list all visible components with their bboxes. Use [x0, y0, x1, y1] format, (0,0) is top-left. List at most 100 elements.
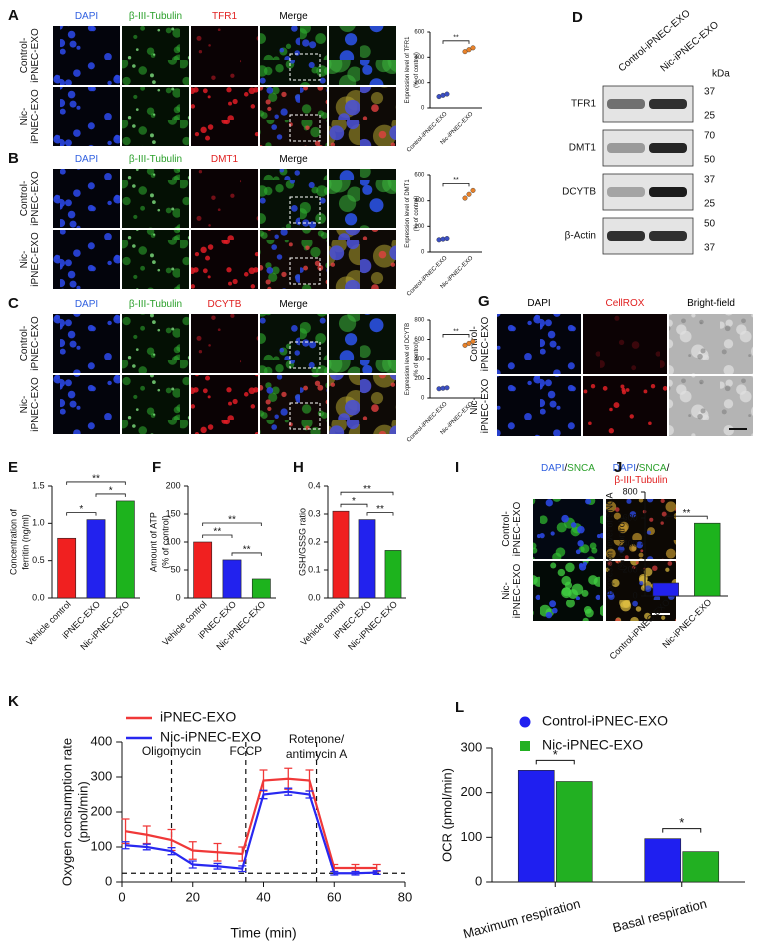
channel-label: CellROX	[606, 298, 645, 309]
bar	[358, 519, 376, 599]
row-label: Nic-	[469, 397, 480, 415]
inset-box	[289, 257, 321, 285]
legend-marker	[519, 716, 531, 728]
micrograph	[583, 376, 667, 436]
micrograph	[329, 375, 396, 434]
micrograph	[191, 26, 258, 85]
y-axis-label: Concentration of	[8, 508, 18, 575]
micrograph	[122, 314, 189, 373]
row-label: iPNEC-EXO	[30, 232, 41, 287]
y-axis-label: ferritin (ng/ml)	[20, 514, 30, 570]
bar	[555, 781, 593, 883]
blot-band	[649, 143, 687, 153]
data-point	[462, 49, 468, 55]
x-tick-label: Maximum respiration	[461, 896, 581, 942]
significance-bracket	[202, 534, 233, 538]
inset-box	[289, 53, 321, 81]
data-point	[444, 91, 450, 97]
channel-label-part: Merge	[279, 299, 308, 310]
data-point	[444, 385, 450, 391]
y-tick-label: 0	[105, 873, 112, 888]
legend-label: Nic-iPNEC-EXO	[160, 729, 261, 745]
row-label: Nic-	[501, 582, 512, 600]
micrograph	[53, 375, 120, 434]
row-label: Nic-	[19, 396, 30, 414]
significance-label: **	[683, 508, 691, 519]
y-tick-label: 300	[90, 768, 112, 783]
channel-label-part: DAPI	[75, 11, 98, 22]
channel-label: β-III-Tubulin	[129, 11, 182, 22]
y-tick-label: 200	[414, 224, 425, 230]
micrograph	[53, 169, 120, 228]
y-tick-label: 0	[633, 590, 638, 600]
micrograph	[260, 375, 327, 434]
row-label: iPNEC-EXO	[512, 564, 523, 619]
data-point	[470, 187, 476, 193]
significance-bracket	[535, 759, 575, 765]
y-tick-label: 200	[90, 803, 112, 818]
bar	[682, 851, 720, 883]
row-label: iPNEC-EXO	[30, 171, 41, 226]
channel-label-part: DAPI	[613, 463, 636, 474]
micrograph	[329, 314, 396, 373]
y-tick-label: 0	[421, 396, 425, 402]
protein-label: DCYTB	[562, 187, 596, 198]
row-label: iPNEC-EXO	[30, 28, 41, 83]
significance-label: *	[79, 504, 83, 515]
channel-label: DAPI	[75, 299, 98, 310]
y-tick-label: 0	[421, 250, 425, 256]
row-label: iPNEC-EXO	[30, 89, 41, 144]
channel-label-part: Merge	[279, 154, 308, 165]
row-label: iPNEC-EXO	[480, 379, 491, 434]
channel-label: Bright-field	[687, 298, 735, 309]
blot-band	[607, 99, 645, 109]
row-label: Control-	[19, 38, 30, 74]
significance-bracket	[340, 503, 368, 508]
channel-label-part: β-III-Tubulin	[129, 299, 182, 310]
channel-label-part: /	[564, 463, 567, 474]
channel-label-part: DCYTB	[208, 299, 242, 310]
micrograph	[533, 499, 603, 559]
protein-label: β-Actin	[565, 231, 596, 242]
significance-bracket	[665, 515, 708, 520]
channel-label-part: DMT1	[211, 154, 239, 165]
kda-marker: 25	[704, 199, 716, 210]
y-axis-label: Expression level of DMT1	[405, 179, 411, 248]
event-label: Rotenone/	[289, 732, 345, 746]
row-label: Control-	[19, 181, 30, 217]
y-tick-label: 400	[414, 55, 425, 61]
kda-marker: 25	[704, 111, 716, 122]
x-tick-label: Vehicle control	[299, 599, 347, 647]
y-tick-label: 200	[414, 80, 425, 86]
y-tick-label: 800	[414, 318, 425, 324]
significance-label: **	[92, 474, 100, 485]
micrograph	[191, 230, 258, 289]
y-axis-label: (% of control)	[414, 341, 420, 377]
series-line	[125, 777, 377, 870]
protein-label: DMT1	[569, 143, 597, 154]
y-tick-label: 400	[623, 538, 638, 548]
blot-band	[649, 231, 687, 241]
micrograph	[606, 499, 676, 559]
row-label: iPNEC-EXO	[512, 502, 523, 557]
x-tick-label: 0	[118, 889, 125, 904]
y-tick-label: 100	[166, 536, 181, 546]
blot-band	[607, 187, 645, 197]
y-tick-label: 0.5	[32, 555, 45, 565]
channel-label-part: β-III-Tubulin	[129, 11, 182, 22]
channel-label-part: β-III-Tubulin	[614, 475, 667, 486]
blot-band	[649, 187, 687, 197]
significance-bracket	[366, 512, 394, 516]
panel-letter: L	[455, 699, 464, 716]
kda-marker: 70	[704, 131, 716, 142]
row-label: Nic-	[19, 108, 30, 126]
bar	[251, 578, 271, 599]
data-point	[466, 340, 472, 346]
micrograph	[260, 314, 327, 373]
significance-bracket	[95, 493, 126, 497]
significance-bracket	[66, 481, 126, 485]
channel-label: β-III-Tubulin	[614, 475, 667, 486]
channel-label: DAPI	[75, 154, 98, 165]
row-label: iPNEC-EXO	[30, 377, 41, 432]
x-tick-label: Vehicle control	[160, 599, 208, 647]
